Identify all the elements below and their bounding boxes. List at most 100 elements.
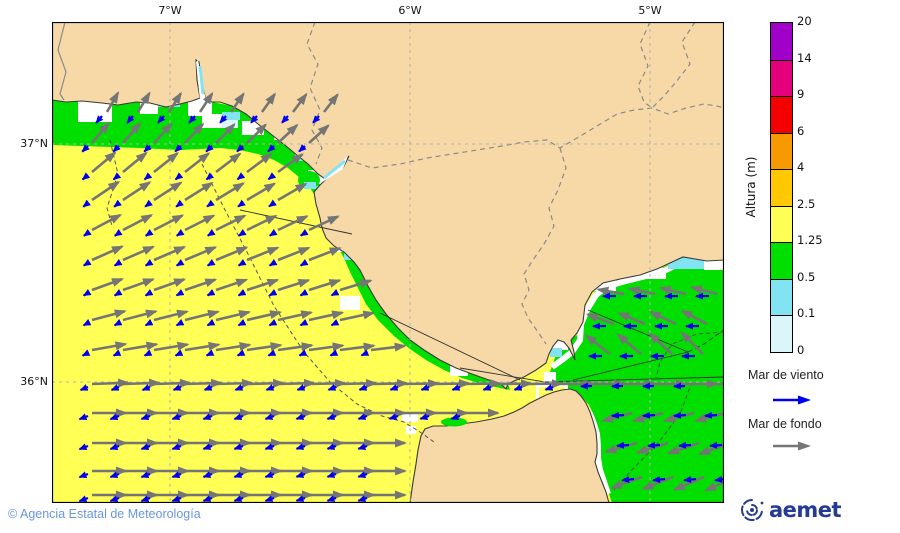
- wind-arrow: [621, 476, 635, 484]
- colorbar-tick-label: 0: [797, 343, 805, 357]
- wind-arrow: [202, 471, 213, 478]
- swell-arrow: [153, 181, 183, 202]
- colorbar-tick-label: 2.5: [797, 196, 816, 211]
- wind-arrow: [451, 384, 461, 391]
- swell-arrow: [277, 310, 314, 322]
- wind-arrow: [326, 471, 337, 478]
- wind-arrow: [237, 318, 247, 327]
- swell-arrow: [184, 214, 216, 232]
- wind-arrow: [81, 172, 91, 181]
- wind-arrow: [357, 443, 368, 450]
- swell-arrow: [246, 278, 280, 292]
- colorbar-tick-label: 20: [797, 14, 812, 28]
- wind-arrow: [673, 411, 687, 419]
- wind-arrow: [544, 384, 554, 391]
- swell-arrow: [658, 285, 687, 296]
- colorbar-tick-label: 4: [797, 160, 805, 175]
- wind-arrow: [295, 495, 306, 502]
- xtick-6w: 6°W: [398, 4, 422, 17]
- wind-arrow: [82, 318, 92, 327]
- swell-arrow: [704, 480, 724, 492]
- wind-arrow: [140, 413, 151, 421]
- wind-arrow: [265, 384, 275, 391]
- swell-arrow: [153, 245, 187, 262]
- swell-arrow: [277, 182, 308, 202]
- swell-arrow: [339, 378, 378, 388]
- wind-arrow: [642, 411, 656, 419]
- colorbar-segment: [771, 315, 792, 352]
- swell-arrow: [463, 379, 502, 389]
- wind-arrow: [233, 471, 244, 478]
- swell-arrow: [432, 379, 471, 389]
- swell-arrow: [215, 278, 249, 292]
- swell-arrow: [260, 92, 276, 113]
- swell-arrow: [648, 310, 677, 326]
- wind-arrow: [264, 413, 275, 420]
- swell-arrow: [308, 124, 330, 144]
- wind-arrow: [206, 288, 216, 297]
- swell-arrow: [153, 278, 187, 292]
- green-patch-morocco-coast: [441, 417, 467, 427]
- swell-arrow: [680, 309, 708, 326]
- wind-arrow: [140, 443, 151, 451]
- wind-arrow: [652, 476, 666, 484]
- swell-arrow: [122, 214, 154, 232]
- wind-arrow: [419, 413, 430, 420]
- swell-arrow: [308, 246, 342, 262]
- wind-arrow: [233, 443, 244, 450]
- swell-arrow: [277, 246, 311, 262]
- wind-arrow: [450, 413, 461, 420]
- wind-arrow: [206, 228, 216, 237]
- map-border: [52, 22, 724, 503]
- swell-arrow: [91, 309, 127, 322]
- swell-arrow: [184, 152, 211, 174]
- wind-arrow: [109, 495, 120, 503]
- swell-arrow: [91, 378, 130, 388]
- xtick-5w: 5°W: [638, 4, 662, 17]
- swell-arrow: [122, 151, 148, 174]
- wind-arrow: [358, 384, 368, 391]
- wind-arrow: [298, 144, 307, 153]
- wind-arrow: [267, 144, 276, 153]
- swell-arrow: [246, 152, 273, 174]
- swell-arrow: [672, 475, 705, 491]
- swell-arrow: [122, 309, 158, 322]
- wind-arrow: [295, 443, 306, 450]
- swell-arrow: [91, 341, 128, 352]
- wind-arrow: [326, 413, 337, 420]
- swell-arrow: [122, 245, 156, 262]
- swell-arrow: [215, 182, 246, 202]
- wind-arrow: [140, 495, 151, 503]
- wind-arrow: [206, 199, 215, 208]
- wind-arrow: [141, 384, 151, 392]
- wind-arrow: [299, 228, 309, 237]
- wind-arrow: [420, 384, 430, 391]
- wind-arrow: [296, 384, 306, 391]
- wind-arrow: [268, 318, 278, 327]
- swell-arrow: [277, 278, 311, 292]
- swell-arrow: [215, 341, 252, 352]
- swell-arrow: [322, 93, 339, 113]
- swell-arrow: [246, 214, 278, 232]
- swell-arrow: [122, 378, 161, 388]
- colorbar-segment: [771, 59, 792, 97]
- swell-arrow: [308, 279, 342, 292]
- swell-arrow: [370, 378, 409, 388]
- swell-arrow-icon: [773, 441, 811, 451]
- wind-arrow: [281, 115, 290, 124]
- wind-arrow: [144, 288, 154, 297]
- wind-arrow: [357, 471, 368, 478]
- wind-arrow: [360, 349, 370, 357]
- swell-arrow: [153, 152, 179, 174]
- wind-arrow: [683, 476, 697, 484]
- ytick-37n: 37°N: [20, 137, 48, 150]
- colorbar-segment: [771, 242, 792, 279]
- wind-arrow: [647, 441, 661, 449]
- swell-arrow: [122, 278, 155, 292]
- swell-arrow: [308, 342, 345, 352]
- swell-arrow: [215, 214, 247, 232]
- wind-arrow: [704, 411, 718, 419]
- swell-arrow: [277, 378, 316, 388]
- swell-arrow: [648, 332, 673, 355]
